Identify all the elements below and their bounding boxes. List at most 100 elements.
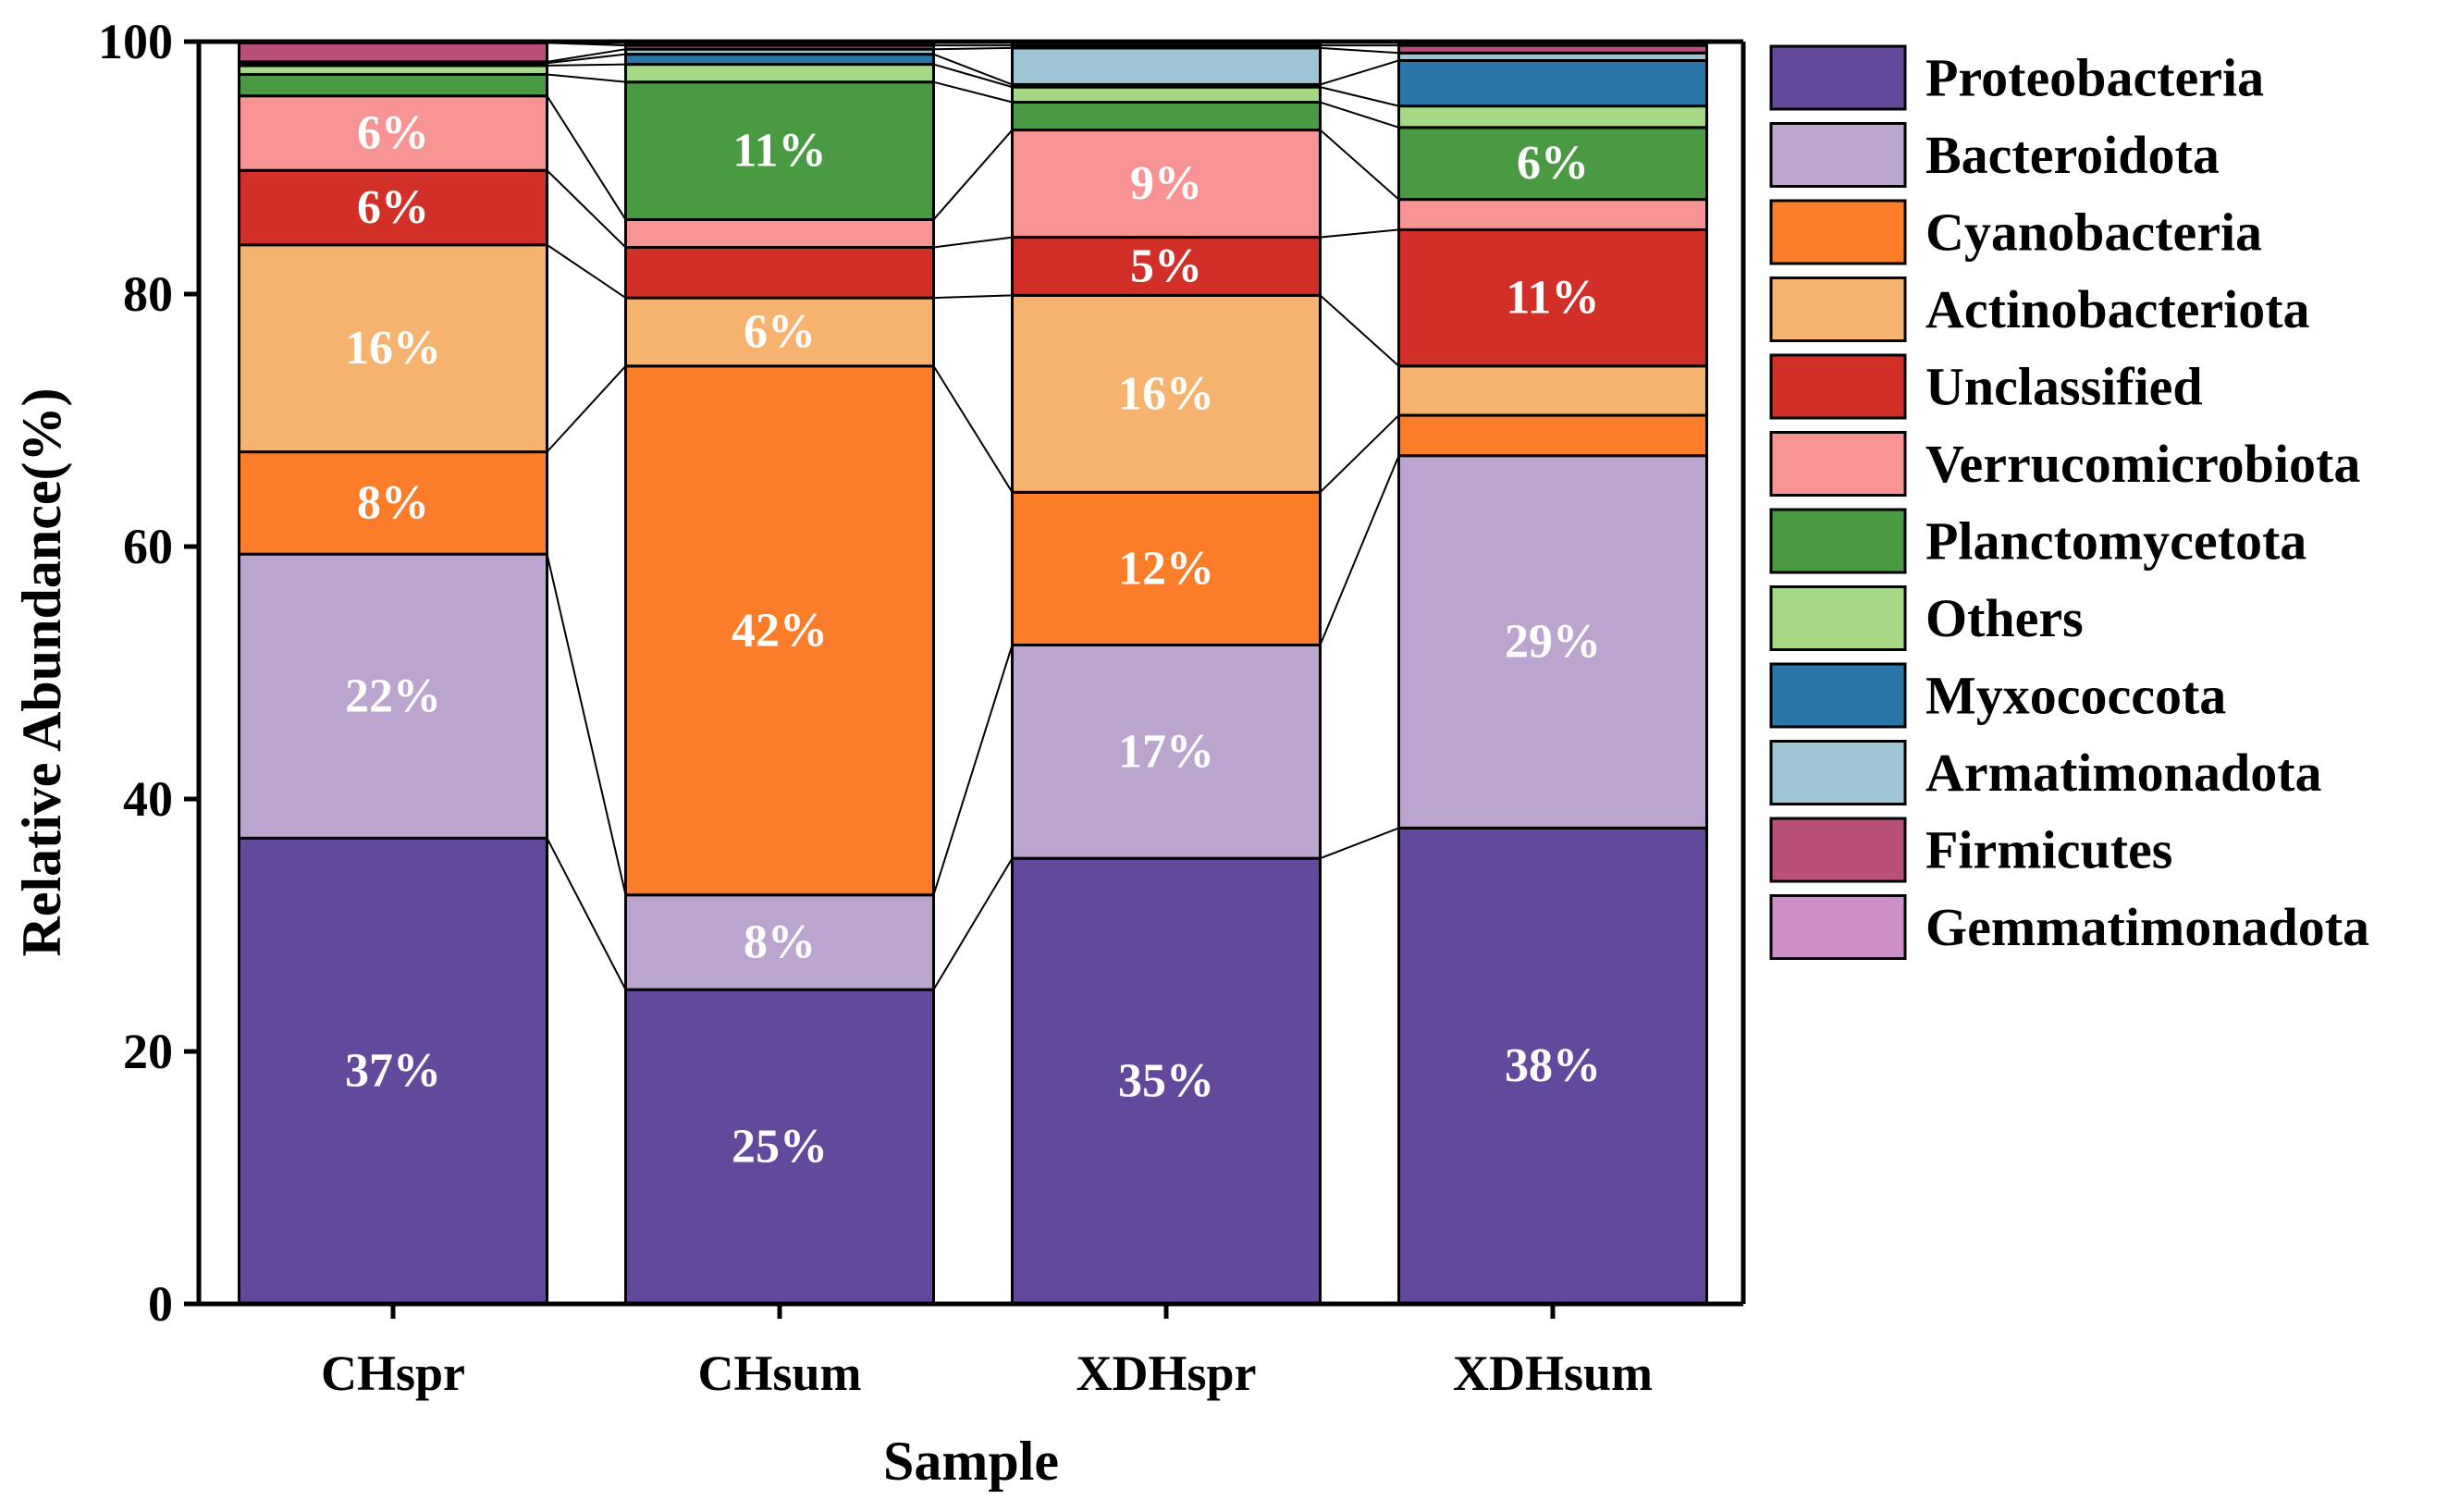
legend-label: Planctomycetota — [1925, 511, 2307, 572]
legend-label: Firmicutes — [1925, 820, 2172, 880]
data-label: 8% — [744, 916, 816, 968]
connector-line — [547, 63, 626, 67]
y-tick-label: 0 — [148, 1276, 173, 1332]
connector-line — [1320, 827, 1399, 860]
bar-segment-unclassified — [238, 168, 548, 247]
data-label: 5% — [1130, 240, 1202, 292]
legend-swatch-gemmatimonadota — [1769, 894, 1907, 960]
legend-swatch-planctomycetota — [1769, 508, 1907, 574]
bar-segment-bacteroidota — [624, 893, 935, 991]
connector-line — [547, 53, 626, 65]
bar-segment-cyanobacteria — [624, 364, 935, 897]
connector-line — [933, 80, 1013, 104]
x-tick-label: CHspr — [321, 1346, 465, 1401]
legend-swatch-verrucomicrobiota — [1769, 431, 1907, 497]
connector-line — [1319, 414, 1400, 494]
connector-line — [1319, 455, 1400, 645]
bar-segment-myxococcota — [624, 53, 935, 67]
legend-label: Actinobacteriota — [1925, 279, 2310, 339]
y-tick-label: 60 — [123, 519, 173, 574]
legend-label: Others — [1925, 588, 2084, 648]
bar-segment-others — [1011, 85, 1322, 104]
data-label: 16% — [1118, 367, 1214, 420]
data-label: 37% — [345, 1045, 441, 1098]
data-label: 29% — [1505, 616, 1601, 669]
bar-segment-armatimonadota — [1011, 46, 1322, 86]
data-label: 16% — [345, 322, 441, 375]
bar-segment-bacteroidota — [238, 552, 548, 840]
legend-label: Proteobacteria — [1925, 48, 2264, 108]
data-label: 11% — [732, 125, 826, 178]
bar-segment-proteobacteria — [238, 836, 548, 1306]
bar-segment-unclassified — [1011, 236, 1322, 297]
connector-line — [1320, 59, 1399, 86]
data-label: 6% — [1517, 137, 1589, 190]
bar-segment-cyanobacteria — [238, 450, 548, 556]
data-label: 8% — [357, 476, 429, 529]
bar-segment-cyanobacteria — [1397, 413, 1708, 458]
data-label: 25% — [732, 1121, 828, 1174]
connector-line — [933, 236, 1013, 249]
connector-line — [546, 837, 627, 990]
legend-swatch-proteobacteria — [1769, 44, 1907, 111]
y-tick-label: 40 — [123, 771, 173, 827]
connector-line — [1320, 228, 1399, 239]
legend-label: Bacteroidota — [1925, 125, 2220, 185]
bar-segment-cyanobacteria — [1011, 490, 1322, 646]
x-tick-label: CHsum — [697, 1346, 861, 1401]
connector-line — [1320, 101, 1399, 129]
bar-segment-verrucomicrobiota — [1397, 198, 1708, 231]
legend-swatch-armatimonadota — [1769, 740, 1907, 805]
data-label: 12% — [1118, 542, 1214, 595]
bar-segment-firmicutes — [238, 41, 548, 64]
connector-line — [546, 95, 627, 221]
bar-segment-proteobacteria — [1011, 856, 1322, 1306]
connector-line — [546, 243, 627, 299]
bar-segment-bacteroidota — [1011, 643, 1322, 860]
connector-line — [933, 294, 1013, 300]
data-label: 6% — [744, 305, 816, 358]
bar-segment-planctomycetota — [1011, 101, 1322, 132]
legend-label: Myxococcota — [1925, 666, 2226, 726]
legend-swatch-myxococcota — [1769, 662, 1907, 729]
bar-segment-others — [624, 63, 935, 84]
legend-label: Gemmatimonadota — [1925, 897, 2369, 957]
legend-swatch-unclassified — [1769, 353, 1907, 420]
bar-segment-others — [1397, 104, 1708, 129]
data-label: 6% — [357, 181, 429, 234]
connector-line — [932, 365, 1014, 493]
connector-line — [1320, 46, 1399, 55]
data-label: 22% — [345, 670, 441, 722]
data-label: 17% — [1118, 725, 1214, 778]
legend-label: Armatimonadota — [1925, 743, 2322, 803]
y-axis-title: Relative Abundance(%) — [11, 388, 72, 957]
data-label: 6% — [357, 106, 429, 159]
data-label: 35% — [1118, 1055, 1214, 1108]
bar-segment-verrucomicrobiota — [1011, 129, 1322, 240]
legend-swatch-actinobacteriota — [1769, 277, 1907, 342]
x-tick-label: XDHspr — [1076, 1346, 1256, 1401]
connector-line — [547, 73, 626, 83]
bar-segment-unclassified — [624, 245, 935, 300]
bar-segment-planctomycetota — [624, 80, 935, 221]
legend-label: Verrucomicrobiota — [1925, 434, 2360, 494]
connector-line — [546, 365, 627, 453]
bar-segment-verrucomicrobiota — [624, 217, 935, 249]
data-label: 9% — [1130, 157, 1202, 210]
bar-segment-actinobacteriota — [238, 243, 548, 454]
connector-line — [932, 645, 1014, 896]
data-label: 38% — [1505, 1039, 1601, 1092]
connector-line — [547, 48, 626, 63]
connector-line — [933, 46, 1013, 51]
connector-line — [1320, 86, 1399, 107]
bar-segment-actinobacteriota — [1011, 293, 1322, 494]
bar-segment-myxococcota — [1397, 58, 1708, 108]
x-axis-title: Sample — [883, 1431, 1059, 1492]
legend-label: Cyanobacteria — [1925, 203, 2262, 263]
y-tick-label: 80 — [123, 266, 173, 322]
bar-segment-proteobacteria — [1397, 826, 1708, 1306]
legend-swatch-bacteroidota — [1769, 122, 1907, 188]
legend-swatch-cyanobacteria — [1769, 199, 1907, 265]
data-label: 42% — [732, 604, 828, 657]
